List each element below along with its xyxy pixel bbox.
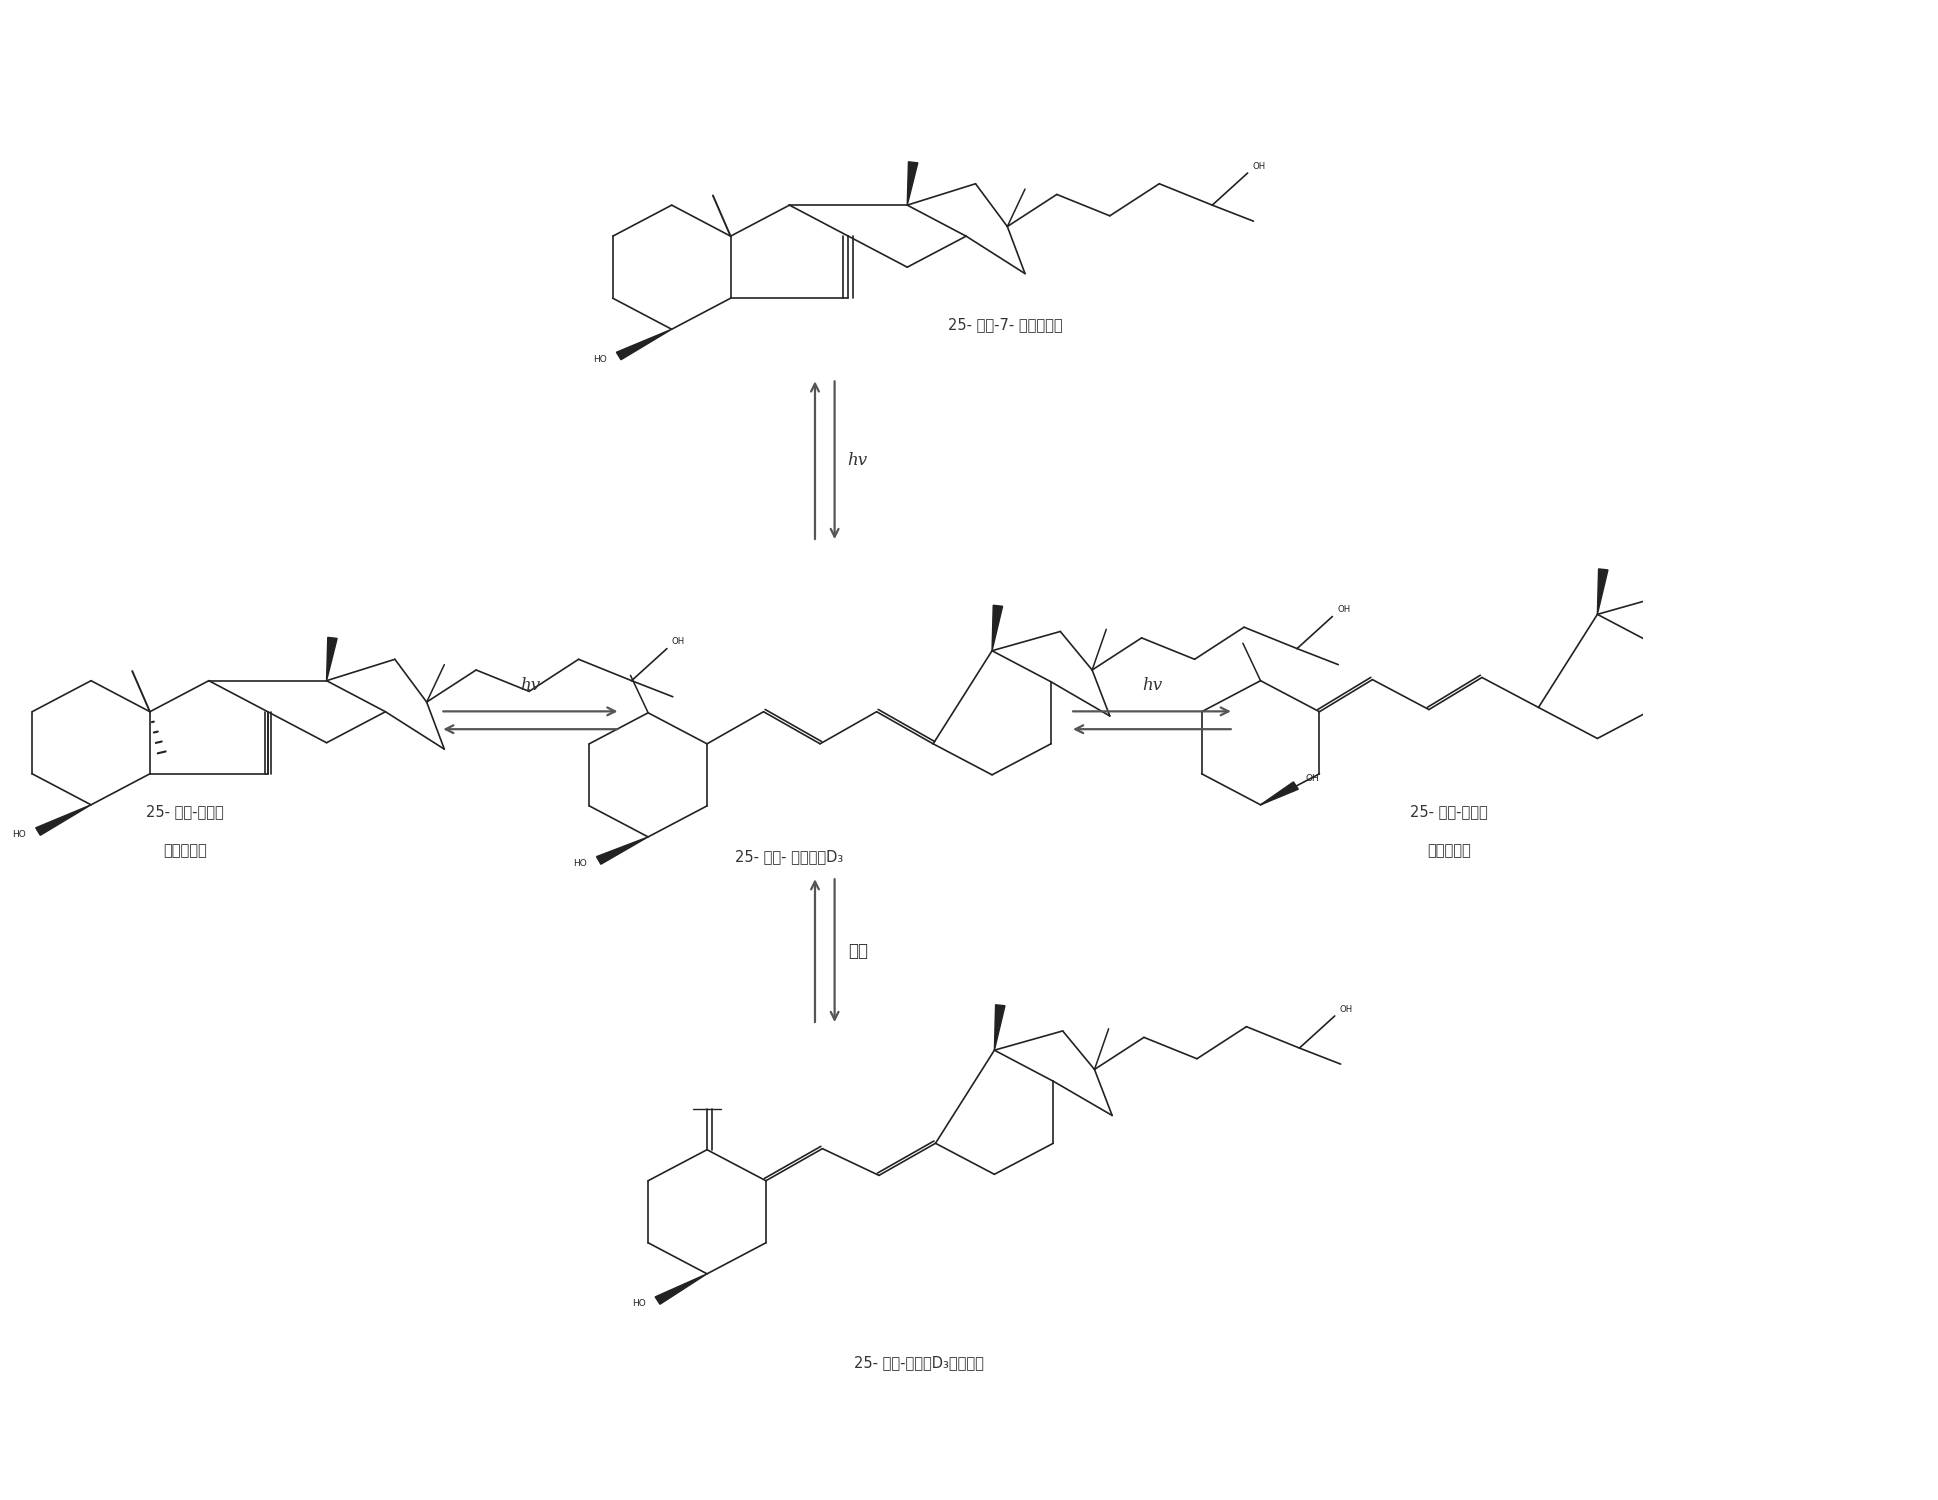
Text: （副产物）: （副产物） bbox=[163, 843, 207, 858]
Polygon shape bbox=[992, 606, 1002, 651]
Text: 加热: 加热 bbox=[847, 942, 868, 960]
Text: OH: OH bbox=[1337, 606, 1351, 615]
Polygon shape bbox=[616, 330, 672, 360]
Text: HO: HO bbox=[593, 354, 607, 363]
Text: HO: HO bbox=[632, 1299, 645, 1308]
Polygon shape bbox=[655, 1274, 707, 1305]
Polygon shape bbox=[907, 162, 919, 206]
Text: 25- 羟基-亮甾醇: 25- 羟基-亮甾醇 bbox=[147, 804, 225, 819]
Text: （副产物）: （副产物） bbox=[1426, 843, 1471, 858]
Text: OH: OH bbox=[1339, 1005, 1353, 1014]
Text: HO: HO bbox=[12, 831, 27, 840]
Text: hv: hv bbox=[519, 676, 541, 693]
Polygon shape bbox=[597, 837, 647, 864]
Polygon shape bbox=[1260, 782, 1298, 806]
Text: 25- 羟基-7- 去氢胆固醇: 25- 羟基-7- 去氢胆固醇 bbox=[948, 318, 1064, 333]
Text: hv: hv bbox=[847, 452, 868, 468]
Text: OH: OH bbox=[672, 638, 684, 646]
Polygon shape bbox=[328, 638, 337, 681]
Text: HO: HO bbox=[574, 859, 587, 868]
Text: 25- 羟基- 预维生素D₃: 25- 羟基- 预维生素D₃ bbox=[735, 849, 843, 864]
Text: OH: OH bbox=[1252, 162, 1266, 171]
Text: 25- 羟基-维生素D₃（产物）: 25- 羟基-维生素D₃（产物） bbox=[855, 1354, 985, 1370]
Polygon shape bbox=[994, 1005, 1006, 1050]
Text: OH: OH bbox=[1306, 774, 1320, 783]
Polygon shape bbox=[1597, 568, 1609, 615]
Polygon shape bbox=[35, 806, 91, 836]
Text: 25- 羟基-速甾醇: 25- 羟基-速甾醇 bbox=[1411, 804, 1488, 819]
Text: hv: hv bbox=[1141, 676, 1163, 693]
